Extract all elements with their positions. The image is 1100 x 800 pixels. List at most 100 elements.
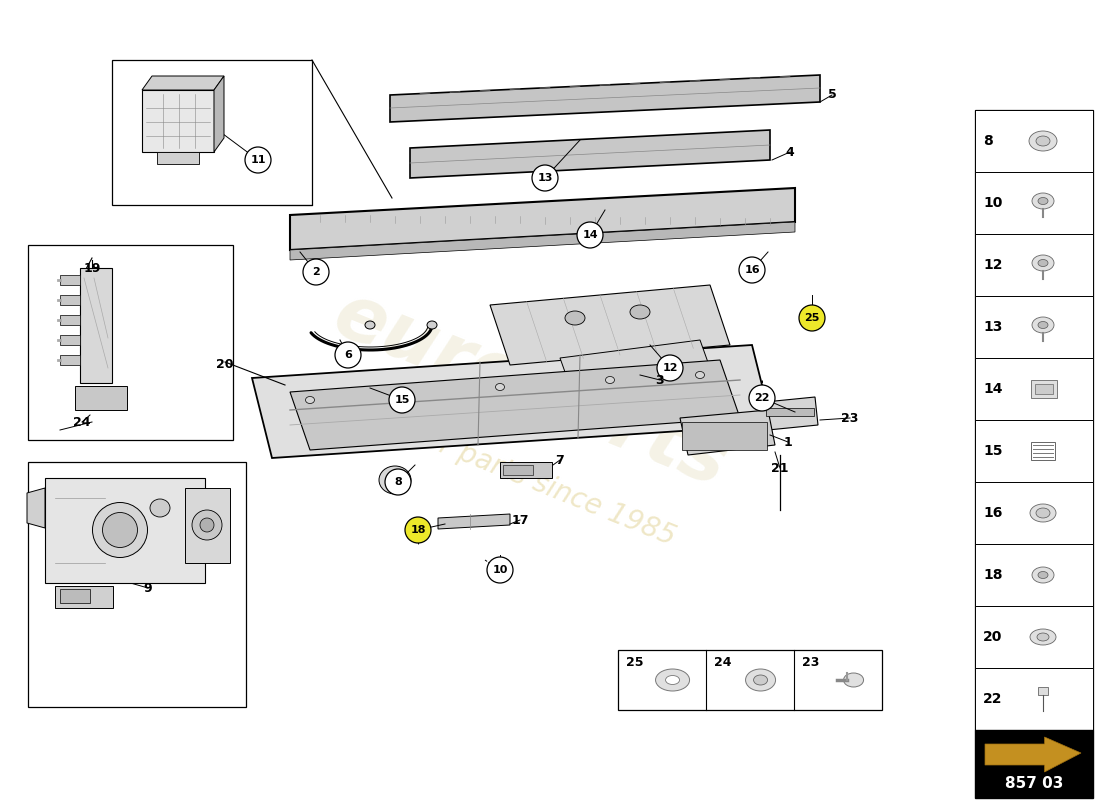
Text: 8: 8 (983, 134, 992, 148)
Bar (975, 606, 1093, 668)
Bar (975, 234, 1093, 296)
Bar (142, 90, 214, 152)
Bar (1038, 687, 1048, 695)
Text: 22: 22 (983, 692, 1002, 706)
Ellipse shape (495, 383, 505, 390)
Ellipse shape (1037, 633, 1049, 641)
Text: 13: 13 (537, 173, 552, 183)
Text: 8: 8 (394, 477, 402, 487)
Ellipse shape (427, 321, 437, 329)
Text: 12: 12 (983, 258, 1002, 272)
Text: 3: 3 (656, 374, 664, 386)
Bar (975, 544, 1093, 606)
Bar (75, 386, 127, 410)
Bar (55, 586, 113, 608)
Polygon shape (142, 76, 224, 90)
Bar (1035, 384, 1053, 394)
Bar (975, 420, 1093, 482)
Polygon shape (680, 410, 775, 455)
Text: 21: 21 (771, 462, 789, 474)
Circle shape (302, 259, 329, 285)
Bar (1031, 380, 1057, 398)
Bar (60, 315, 80, 325)
Bar (185, 488, 230, 563)
Text: 2: 2 (312, 267, 320, 277)
Text: 15: 15 (394, 395, 409, 405)
Text: a passion for parts since 1985: a passion for parts since 1985 (280, 369, 680, 551)
Bar (1031, 442, 1055, 460)
Bar (60, 355, 80, 365)
Polygon shape (438, 514, 510, 529)
Polygon shape (984, 737, 1081, 772)
Text: 25: 25 (626, 655, 644, 669)
Text: 23: 23 (802, 655, 820, 669)
Circle shape (385, 469, 411, 495)
Circle shape (657, 355, 683, 381)
Ellipse shape (365, 321, 375, 329)
Polygon shape (290, 360, 740, 450)
Ellipse shape (1038, 198, 1048, 205)
Circle shape (487, 557, 513, 583)
Text: 11: 11 (251, 155, 266, 165)
Ellipse shape (695, 371, 704, 378)
Bar (60, 275, 80, 285)
Ellipse shape (565, 311, 585, 325)
Text: 18: 18 (983, 568, 1002, 582)
Text: 15: 15 (983, 444, 1002, 458)
Bar (157, 152, 199, 164)
Text: 6: 6 (344, 350, 352, 360)
Text: euroParts: euroParts (322, 278, 738, 502)
Ellipse shape (1038, 571, 1048, 578)
Ellipse shape (1030, 504, 1056, 522)
Text: 24: 24 (714, 655, 732, 669)
Polygon shape (410, 130, 770, 178)
Ellipse shape (1032, 317, 1054, 333)
Polygon shape (290, 222, 795, 260)
Ellipse shape (1038, 259, 1048, 266)
Bar (60, 335, 80, 345)
Polygon shape (560, 340, 710, 386)
Ellipse shape (306, 397, 315, 403)
Circle shape (749, 385, 775, 411)
Ellipse shape (844, 673, 864, 687)
Ellipse shape (192, 510, 222, 540)
Text: 9: 9 (144, 582, 152, 594)
Bar (28, 462, 246, 707)
Ellipse shape (1032, 255, 1054, 271)
Ellipse shape (630, 305, 650, 319)
Text: 14: 14 (582, 230, 597, 240)
Ellipse shape (150, 499, 170, 517)
Ellipse shape (754, 675, 768, 685)
Polygon shape (290, 188, 795, 250)
Bar (618, 650, 882, 710)
Circle shape (245, 147, 271, 173)
Ellipse shape (379, 466, 411, 494)
Circle shape (336, 342, 361, 368)
Bar (682, 422, 767, 450)
Polygon shape (28, 488, 45, 528)
Text: 1: 1 (783, 435, 792, 449)
Ellipse shape (746, 669, 776, 691)
Ellipse shape (666, 675, 680, 685)
Text: 4: 4 (785, 146, 794, 158)
Ellipse shape (1030, 629, 1056, 645)
Ellipse shape (1036, 508, 1050, 518)
Bar (975, 296, 1093, 358)
Ellipse shape (1032, 193, 1054, 209)
Circle shape (389, 387, 415, 413)
Text: 18: 18 (410, 525, 426, 535)
Text: 857 03: 857 03 (1004, 777, 1064, 791)
Ellipse shape (1038, 322, 1048, 329)
Text: 7: 7 (556, 454, 564, 466)
Ellipse shape (386, 473, 404, 487)
Circle shape (405, 517, 431, 543)
Ellipse shape (605, 377, 615, 383)
Ellipse shape (396, 390, 405, 397)
Bar (766, 408, 814, 416)
Circle shape (532, 165, 558, 191)
Bar (975, 482, 1093, 544)
Text: 22: 22 (755, 393, 770, 403)
Polygon shape (252, 345, 772, 458)
Bar (503, 465, 534, 475)
Ellipse shape (1032, 567, 1054, 583)
